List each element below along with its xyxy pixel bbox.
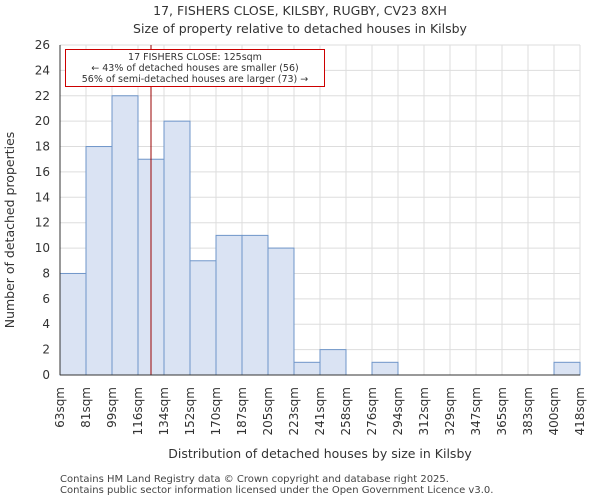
y-tick-label: 18 [35, 140, 50, 154]
y-tick-label: 6 [42, 292, 50, 306]
x-tick-label: 81sqm [79, 387, 93, 428]
x-tick-label: 400sqm [547, 387, 561, 435]
bar-170sqm [215, 234, 243, 376]
y-tick-label: 10 [35, 241, 50, 255]
y-tick-label: 8 [42, 266, 50, 280]
y-tick-label: 2 [42, 343, 50, 357]
x-tick-label: 276sqm [365, 387, 379, 435]
x-tick-labels: 63sqm 81sqm 99sqm 116sqm 134sqm 152sqm 170sqm 1… [53, 387, 587, 435]
chart-title-line-2: Size of property relative to detached ho… [133, 21, 467, 36]
annotation-line-2: ← 43% of detached houses are smaller (56… [91, 63, 299, 74]
chart-title: 17, FISHERS CLOSE, KILSBY, RUGBY, CV23 8… [0, 2, 600, 38]
x-tick-label: 312sqm [417, 387, 431, 435]
chart-title-line-1: 17, FISHERS CLOSE, KILSBY, RUGBY, CV23 8… [153, 3, 447, 18]
x-tick-label: 187sqm [235, 387, 249, 435]
y-tick-label: 20 [35, 114, 50, 128]
x-tick-label: 418sqm [573, 387, 587, 435]
footer-line-2: Contains public sector information licen… [60, 485, 494, 496]
bar-99sqm [111, 95, 139, 376]
bar-81sqm [85, 146, 113, 376]
bar-134sqm [163, 120, 191, 376]
y-tick-label: 22 [35, 89, 50, 103]
bar-187sqm [241, 234, 269, 376]
bar-400sqm [553, 361, 581, 376]
y-tick-label: 26 [35, 38, 50, 52]
x-tick-label: 223sqm [287, 387, 301, 435]
y-tick-label: 24 [35, 63, 50, 77]
x-tick-label: 99sqm [105, 387, 119, 428]
annotation-line-3: 56% of semi-detached houses are larger (… [81, 74, 309, 85]
footer-line-1: Contains HM Land Registry data © Crown c… [60, 474, 449, 485]
bars [59, 95, 581, 376]
x-tick-label: 347sqm [469, 387, 483, 435]
x-tick-label: 329sqm [443, 387, 457, 435]
bar-63sqm [59, 272, 87, 376]
bar-152sqm [189, 260, 217, 376]
x-tick-label: 241sqm [313, 387, 327, 435]
y-tick-label: 0 [42, 368, 50, 382]
bar-241sqm [319, 349, 347, 376]
x-tick-label: 63sqm [53, 387, 67, 428]
annotation-line-1: 17 FISHERS CLOSE: 125sqm [128, 52, 262, 63]
x-axis-title: Distribution of detached houses by size … [168, 446, 472, 461]
x-tick-label: 294sqm [391, 387, 405, 435]
x-tick-label: 365sqm [495, 387, 509, 435]
x-tick-label: 152sqm [183, 387, 197, 435]
x-tick-label: 258sqm [339, 387, 353, 435]
x-tick-label: 134sqm [157, 387, 171, 435]
bar-205sqm [267, 247, 295, 376]
y-axis-title: Number of detached properties [2, 132, 17, 329]
y-tick-label: 16 [35, 165, 50, 179]
y-tick-label: 4 [42, 317, 50, 331]
x-tick-label: 205sqm [261, 387, 275, 435]
marker-annotation: 17 FISHERS CLOSE: 125sqm ← 43% of detach… [65, 49, 325, 87]
x-tick-label: 383sqm [521, 387, 535, 435]
bar-276sqm [371, 361, 399, 376]
x-tick-label: 170sqm [209, 387, 223, 435]
axes [59, 45, 580, 376]
x-tick-label: 116sqm [131, 387, 145, 435]
y-tick-label: 14 [35, 190, 50, 204]
bar-223sqm [293, 361, 321, 376]
y-tick-label: 12 [35, 216, 50, 230]
